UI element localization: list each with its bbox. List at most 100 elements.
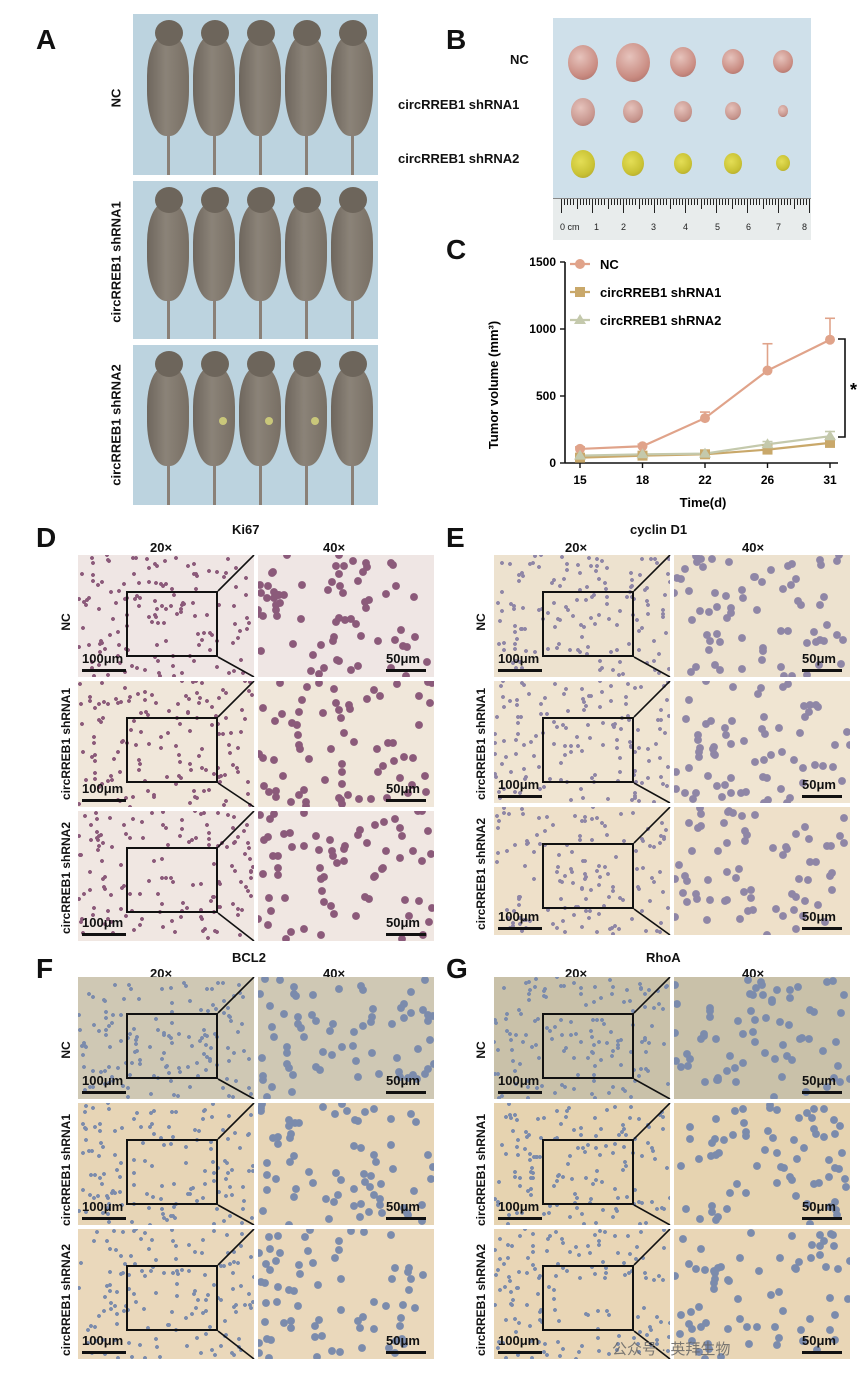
scale-label-low: 100μm — [82, 1333, 124, 1348]
zoom-connector — [217, 1103, 255, 1225]
legend-label: circRREB1 shRNA2 — [600, 313, 721, 328]
ruler-tick — [654, 199, 655, 213]
ruler-tick — [641, 199, 643, 205]
scale-bar — [386, 1217, 426, 1220]
excised-tumor — [776, 155, 790, 172]
series-markers — [574, 334, 836, 463]
mouse-tail — [167, 464, 170, 505]
mouse-head — [155, 351, 183, 377]
series-lines — [579, 338, 831, 459]
scale-bar — [498, 1217, 542, 1220]
zoom-connector-line — [633, 1103, 671, 1140]
ihc-image-d-low: 100μm — [78, 555, 254, 677]
mouse — [239, 36, 281, 136]
zoom-connector — [217, 555, 255, 677]
ruler-tick — [688, 199, 690, 205]
ruler-tick — [750, 199, 752, 205]
ihc-image-e-low: 100μm — [494, 555, 670, 677]
panel-letter-e: E — [446, 522, 465, 553]
scale-label-high: 50μm — [802, 1199, 836, 1214]
scale-bar — [386, 1351, 426, 1354]
excised-tumor — [674, 101, 692, 122]
mouse-tail — [213, 464, 216, 505]
stain-title-rhoa: RhoA — [646, 950, 681, 965]
ruler-tick — [681, 199, 683, 205]
row-label-f-shrna1: circRREB1 shRNA1 — [59, 1113, 73, 1227]
ihc-image-d-high: 50μm — [258, 811, 434, 941]
ihc-image-e-low: 100μm — [494, 681, 670, 803]
mouse — [285, 203, 327, 301]
zoom-connector — [633, 681, 671, 803]
data-point — [762, 365, 773, 376]
row-label-e-shrna2: circRREB1 shRNA2 — [474, 817, 488, 931]
excised-tumor — [722, 49, 744, 75]
mouse-tail — [259, 298, 262, 339]
ruler-tick — [669, 199, 671, 209]
excised-tumor — [568, 45, 598, 80]
ruler-tick — [725, 199, 727, 205]
row-label-e-shrna1: circRREB1 shRNA1 — [474, 687, 488, 801]
ruler-label: 2 — [621, 222, 627, 232]
zoom-connector-line — [217, 782, 255, 807]
ruler-tick — [728, 199, 730, 205]
mag-high-e: 40× — [742, 540, 765, 555]
data-point — [825, 437, 835, 448]
mouse-head — [155, 187, 183, 213]
data-point — [575, 443, 585, 454]
zoom-region-box — [126, 1265, 218, 1331]
panel-letter-a: A — [36, 24, 57, 55]
scale-bar — [82, 1091, 126, 1094]
mice-photo-nc — [133, 14, 378, 175]
zoom-region-box — [126, 847, 218, 913]
zoom-connector-line — [217, 656, 255, 677]
mouse-head — [293, 187, 321, 213]
excised-tumor — [616, 43, 650, 83]
scale-label-low: 100μm — [82, 915, 124, 930]
y-tick-label: 1000 — [529, 322, 556, 336]
ruler-tick — [747, 199, 748, 213]
scale-label-high: 50μm — [386, 1333, 420, 1348]
ihc-image-g-high: 50μm — [674, 1103, 850, 1225]
x-tick-label: 31 — [823, 473, 837, 487]
ruler-label: 7 — [776, 222, 782, 232]
mouse-head — [201, 20, 229, 46]
scale-label-high: 50μm — [386, 915, 420, 930]
zoom-region-box — [542, 591, 634, 657]
mouse-tail — [351, 133, 354, 175]
stain-title-bcl2: BCL2 — [232, 950, 266, 965]
zoom-connector-line — [633, 1330, 671, 1359]
ruler-tick — [638, 199, 640, 209]
ruler-tick — [635, 199, 637, 205]
subcutaneous-tumor — [219, 417, 227, 425]
zoom-connector — [217, 1229, 255, 1359]
ruler-tick — [644, 199, 646, 205]
mag-low-e: 20× — [565, 540, 588, 555]
row-label-g-nc: NC — [474, 1041, 488, 1059]
mouse-head — [155, 20, 183, 46]
ihc-image-d-high: 50μm — [258, 555, 434, 677]
ruler-label: 5 — [715, 222, 721, 232]
ruler-tick — [796, 199, 798, 205]
tumor-photo — [553, 18, 811, 240]
row-label-d-nc: NC — [59, 613, 73, 631]
ruler-tick — [743, 199, 745, 205]
zoom-connector — [633, 807, 671, 935]
ruler-tick — [672, 199, 674, 205]
scale-bar — [498, 795, 542, 798]
ruler-tick — [675, 199, 677, 205]
zoom-connector-line — [633, 1078, 671, 1099]
ruler — [553, 198, 811, 240]
ruler-tick — [663, 199, 665, 205]
mouse-tail — [167, 298, 170, 339]
excised-tumor — [571, 98, 595, 126]
x-tick-label: 15 — [573, 473, 587, 487]
mouse-tail — [259, 133, 262, 175]
zoom-region-box — [542, 1265, 634, 1331]
excised-tumor — [674, 153, 692, 174]
ruler-tick — [567, 199, 569, 205]
zoom-connector-line — [633, 555, 671, 592]
ruler-tick — [629, 199, 631, 205]
zoom-connector-line — [217, 1204, 255, 1225]
scale-bar — [802, 669, 842, 672]
mouse-head — [201, 351, 229, 377]
